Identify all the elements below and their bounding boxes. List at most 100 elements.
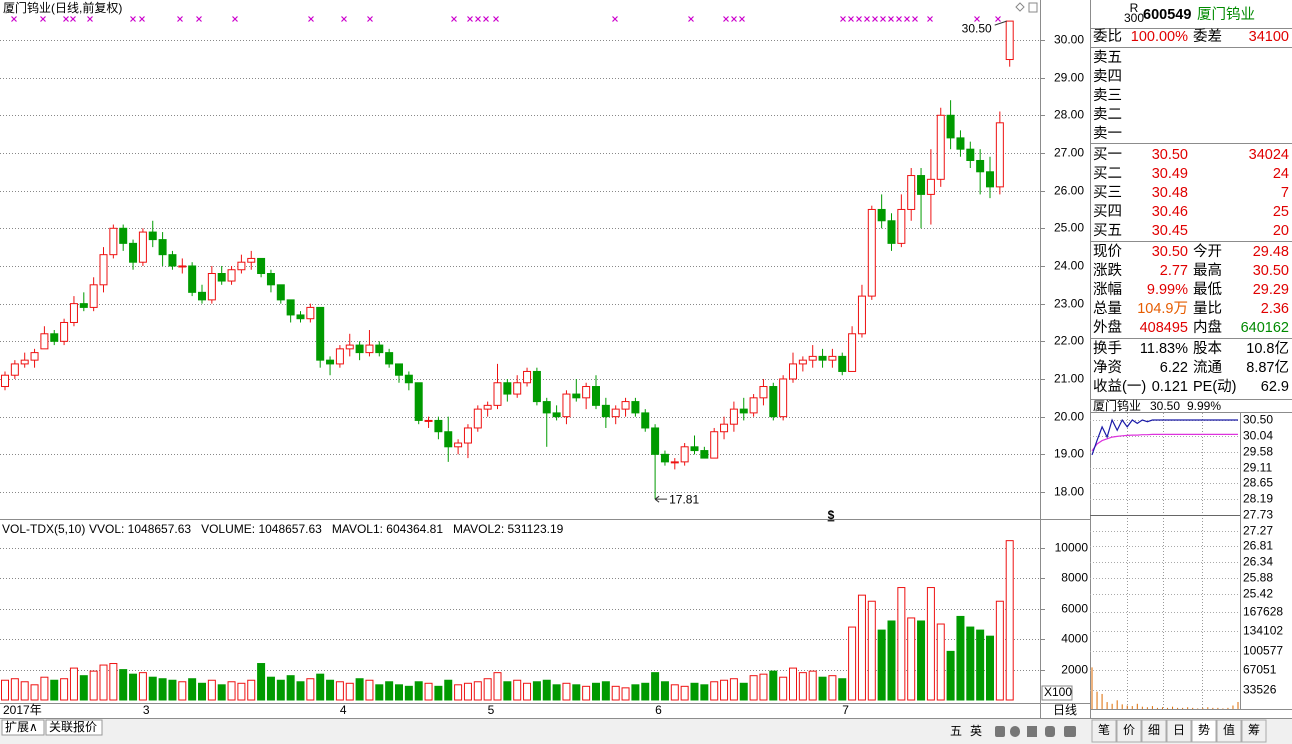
marker-icon (11, 16, 17, 22)
volume-bar (20, 681, 29, 701)
tab-label[interactable]: 扩展∧ (5, 720, 38, 734)
unit-box (1041, 685, 1073, 701)
quote-label: 流通 (1193, 359, 1222, 376)
candle-body (188, 265, 197, 293)
tab-label[interactable]: 筹 (1248, 723, 1260, 737)
candle-body (769, 386, 778, 418)
candle-body (286, 299, 295, 316)
volume-bar (168, 679, 177, 701)
tab[interactable] (1, 719, 45, 736)
tab-label[interactable]: 势 (1198, 723, 1210, 737)
ime-label[interactable]: 五 (950, 724, 962, 738)
volume-bar (207, 679, 216, 701)
quote-value: 408495 (1140, 320, 1188, 336)
candle-body (749, 397, 758, 414)
signal-marker: $ (828, 508, 835, 522)
mini-line (1091, 433, 1238, 452)
volume-bar (286, 675, 295, 701)
candle-body (680, 446, 689, 463)
volume-bar (966, 626, 975, 701)
tab-label[interactable]: 细 (1148, 723, 1160, 737)
candle-body (798, 359, 807, 365)
tab[interactable] (1166, 719, 1192, 743)
candle-body (217, 273, 226, 282)
candle-body (40, 333, 49, 350)
tab[interactable] (45, 719, 103, 736)
volume-bar (444, 679, 453, 701)
volume-bar (956, 615, 965, 701)
tab[interactable] (1116, 719, 1142, 743)
candle-body (700, 450, 709, 459)
volume-bar (129, 673, 138, 701)
stock-name: 厦门钨业 (1197, 6, 1255, 23)
volume-bar (158, 678, 167, 701)
tab[interactable] (1141, 719, 1167, 743)
marker-icon (493, 16, 499, 22)
candle-body (60, 321, 69, 342)
tab[interactable] (1216, 719, 1242, 743)
candle-body (207, 273, 216, 301)
volume-bar (119, 669, 128, 701)
indicator-value: VVOL: 1048657.63 (89, 522, 191, 536)
tab-label[interactable]: 关联报价 (49, 719, 97, 734)
volume-bar (188, 678, 197, 701)
volume-bar (552, 684, 561, 701)
quote-value: 640162 (1241, 320, 1289, 336)
marker-icon (232, 16, 238, 22)
candle-body (266, 273, 275, 286)
ime-label[interactable]: 英 (970, 724, 982, 738)
y-tick-label: 24.00 (1054, 259, 1084, 273)
candle-body (375, 344, 384, 354)
y-tick-label: 20.00 (1054, 410, 1084, 424)
candle-body (335, 348, 344, 365)
quote-label: 换手 (1093, 340, 1122, 357)
tab[interactable] (1241, 719, 1267, 743)
quote-label: 内盘 (1193, 318, 1222, 336)
index-badge (1127, 4, 1141, 26)
candle-body (158, 239, 167, 256)
tab[interactable] (1191, 719, 1217, 743)
tab-label[interactable]: 价 (1123, 723, 1135, 737)
candle-body (552, 412, 561, 418)
badge: R (1130, 1, 1139, 15)
volume-bar (257, 663, 266, 701)
marker-icon (848, 16, 854, 22)
candle-body (79, 303, 88, 308)
ask-label: 卖四 (1093, 68, 1122, 85)
bid-price: 30.48 (1152, 185, 1188, 201)
tab[interactable] (1091, 719, 1117, 743)
candle-body (986, 171, 994, 188)
quote-value: 30.50 (1253, 263, 1289, 279)
candle-body (897, 208, 906, 244)
volume-bar (237, 682, 246, 701)
period-label[interactable]: 日线 (1053, 703, 1077, 717)
mini-price: 30.50 (1150, 399, 1180, 413)
tab-label[interactable]: 笔 (1098, 722, 1110, 737)
annotation: 30.50 (962, 21, 992, 35)
candle-body (857, 295, 866, 335)
quote-label: 总量 (1093, 300, 1122, 317)
candle-body (729, 408, 738, 425)
y-tick-label: 25.88 (1243, 571, 1273, 585)
quote-label: 今开 (1193, 243, 1222, 260)
tab-label[interactable]: 日 (1173, 723, 1185, 737)
volume-bar (621, 687, 630, 701)
volume-bar (907, 617, 916, 701)
volume-bar (60, 678, 69, 701)
marker-icon (739, 16, 745, 22)
tab-label[interactable]: 值 (1223, 722, 1235, 737)
candle-body (109, 227, 118, 256)
volume-bar (424, 682, 433, 701)
volume-bar (670, 684, 679, 701)
volume-bar (808, 670, 817, 701)
candle-body (572, 393, 581, 399)
candle-body (779, 378, 788, 418)
candle-body (168, 254, 177, 267)
volume-bar (247, 679, 256, 701)
candle-body (720, 423, 729, 433)
bid-volume: 34024 (1249, 147, 1289, 163)
volume-bar (818, 676, 827, 701)
candle-body (257, 257, 266, 275)
quote-value: 6.22 (1160, 360, 1188, 376)
quote-value: 2.36 (1261, 301, 1289, 317)
